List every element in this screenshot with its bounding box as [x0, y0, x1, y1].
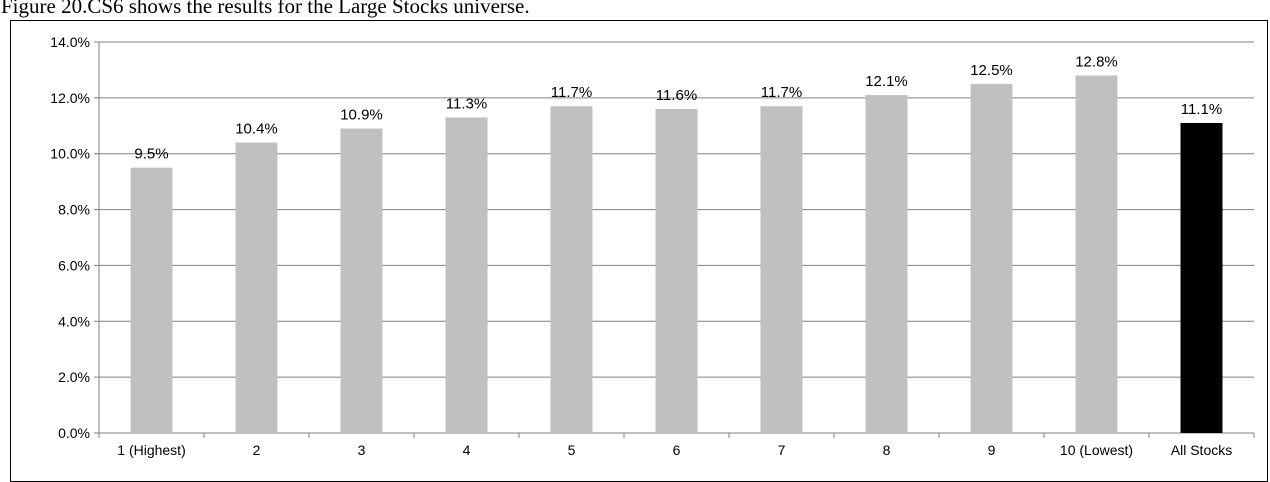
bar-data-label: 12.5% — [970, 62, 1013, 79]
y-tick-label: 8.0% — [58, 202, 90, 218]
y-tick-label: 10.0% — [50, 146, 90, 162]
x-tick-label: 4 — [463, 442, 471, 458]
bar — [970, 83, 1013, 434]
bar — [445, 117, 488, 434]
bar-data-label: 12.1% — [865, 73, 908, 90]
x-tick-label: 7 — [778, 442, 786, 458]
bars — [130, 75, 1223, 434]
x-tick-label: 5 — [568, 442, 576, 458]
bar-data-label: 11.7% — [551, 84, 592, 101]
y-tick-label: 2.0% — [58, 369, 90, 385]
bar — [1180, 122, 1223, 433]
bar — [130, 167, 173, 433]
bar — [760, 106, 803, 433]
bar-data-label: 11.1% — [1181, 101, 1222, 118]
x-tick-label: 6 — [673, 442, 681, 458]
bar — [865, 95, 908, 434]
figure-caption: Figure 20.CS6 shows the results for the … — [1, 0, 530, 18]
bar — [655, 109, 698, 434]
x-tick-label: 3 — [358, 442, 366, 458]
x-tick-label: 2 — [253, 442, 261, 458]
axes: 0.0% 2.0% 4.0% 6.0% 8.0% 10.0% 12.0% 14.0% 1 (Hi… — [50, 34, 1255, 458]
bar-data-label: 12.8% — [1075, 54, 1118, 71]
x-tick-label: All Stocks — [1171, 442, 1232, 458]
bar-data-label: 11.3% — [446, 95, 487, 112]
y-tick-label: 4.0% — [58, 313, 90, 329]
bar — [1075, 75, 1118, 433]
bar-data-label: 10.4% — [235, 121, 278, 138]
y-tick-label: 6.0% — [58, 257, 90, 273]
x-tick-label: 9 — [988, 442, 996, 458]
y-tick-label: 14.0% — [50, 34, 90, 50]
data-labels: 9.5% 10.4% 10.9% 11.3% 11.7% 11.6% 11.7% 12.1% 1… — [134, 54, 1222, 163]
bar — [340, 128, 383, 434]
x-tick-label: 1 (Highest) — [117, 442, 185, 458]
bar — [235, 142, 278, 434]
y-tick-label: 12.0% — [50, 90, 90, 106]
y-tick-label: 0.0% — [58, 425, 90, 441]
bar-data-label: 11.6% — [656, 87, 697, 104]
x-tick-label: 8 — [883, 442, 891, 458]
x-tick-label: 10 (Lowest) — [1060, 442, 1133, 458]
bar-data-label: 9.5% — [134, 146, 168, 163]
bar — [550, 106, 593, 433]
bar-data-label: 10.9% — [340, 107, 383, 124]
bar-data-label: 11.7% — [761, 84, 802, 101]
